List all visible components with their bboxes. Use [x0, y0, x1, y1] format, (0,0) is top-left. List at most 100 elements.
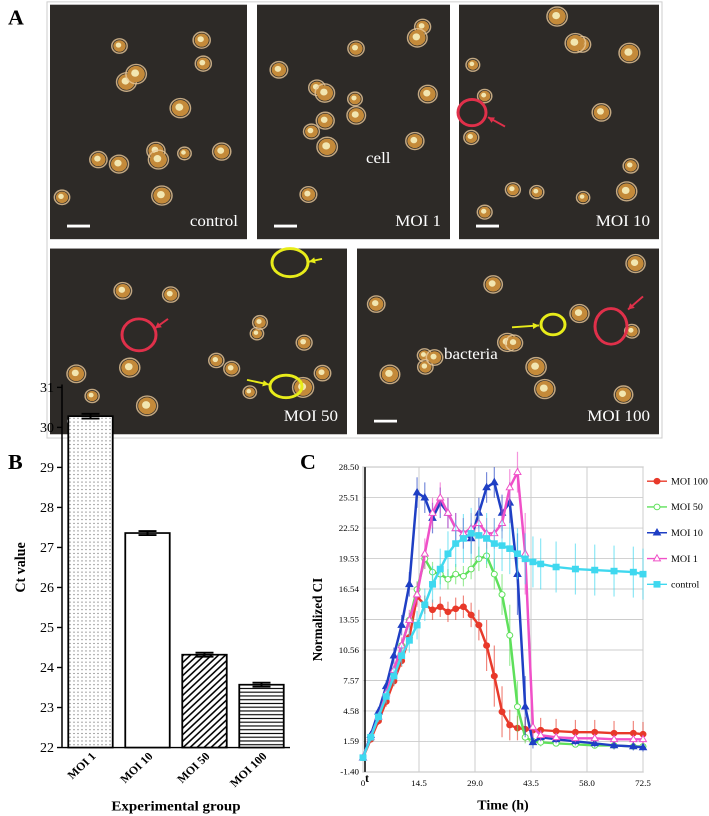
- legend-label: MOI 1: [671, 554, 698, 565]
- marker: [435, 492, 445, 501]
- annotation: t: [365, 773, 369, 786]
- cell-halo: [66, 364, 87, 384]
- arrow-head: [309, 257, 316, 264]
- marker: [444, 550, 452, 558]
- micrograph-label: MOI 1: [395, 212, 441, 230]
- y-tick-label: 28.50: [339, 462, 360, 472]
- arrow-head: [488, 117, 495, 123]
- x-tick-label: 0: [361, 778, 366, 788]
- cell-halo: [417, 84, 438, 104]
- x-tick-label: MOI 50: [175, 750, 213, 786]
- cell-halo: [564, 32, 587, 54]
- marker: [467, 611, 475, 619]
- marker: [420, 492, 430, 501]
- marker: [609, 734, 619, 743]
- y-tick-label: 4.58: [343, 706, 359, 716]
- cell-halo: [405, 131, 425, 151]
- marker: [459, 535, 467, 542]
- cell-halo: [366, 295, 386, 313]
- micrograph: [50, 248, 347, 435]
- cell-core: [157, 190, 165, 199]
- bar: [181, 653, 228, 749]
- y-tick-label: 31: [40, 380, 54, 395]
- cell-core: [488, 280, 496, 287]
- cell-halo: [406, 27, 428, 48]
- y-axis-label: Normalized CI: [310, 578, 325, 661]
- cell-halo: [295, 334, 313, 351]
- cell-halo: [161, 286, 180, 303]
- y-tick-label: 30: [40, 420, 54, 435]
- cell-halo: [302, 123, 321, 140]
- y-tick-label: 1.59: [343, 737, 359, 747]
- marker: [405, 637, 413, 644]
- cell-halo: [242, 385, 258, 400]
- cell-halo: [622, 158, 640, 174]
- cell-halo: [192, 31, 211, 49]
- cell-halo: [111, 38, 128, 54]
- cell-halo: [147, 149, 170, 170]
- y-tick-label: 19.53: [339, 554, 360, 564]
- marker: [528, 737, 538, 746]
- marker: [374, 713, 382, 721]
- cell-core: [322, 142, 331, 150]
- cell-halo: [249, 326, 265, 341]
- cell-halo: [108, 154, 130, 174]
- cell-core: [227, 365, 234, 371]
- micrograph-label: MOI 50: [284, 407, 338, 425]
- arrow-head: [262, 380, 269, 387]
- cell-core: [418, 23, 425, 29]
- legend-label: control: [671, 580, 700, 591]
- cell-halo: [591, 102, 612, 122]
- cell-halo: [625, 253, 646, 274]
- cell-halo: [379, 364, 401, 385]
- micrograph-label: control: [190, 212, 239, 230]
- legend-label: MOI 50: [671, 502, 703, 513]
- cell-core: [300, 338, 307, 345]
- cell-halo: [118, 357, 141, 378]
- marker: [513, 550, 521, 558]
- cell-halo: [125, 63, 148, 85]
- cell-halo: [113, 281, 133, 300]
- marker: [537, 560, 545, 568]
- marker: [452, 540, 460, 547]
- marker: [629, 734, 638, 743]
- y-tick-label: 28: [40, 501, 54, 516]
- cell-core: [114, 159, 122, 167]
- cell-core: [624, 48, 633, 56]
- micrograph-annotation: cell: [366, 149, 391, 167]
- cell-halo: [346, 106, 367, 125]
- marker: [653, 477, 661, 485]
- marker: [552, 563, 560, 571]
- cell-halo: [546, 6, 569, 27]
- panel-label: B: [8, 451, 23, 474]
- cell-halo: [84, 388, 100, 404]
- legend-label: MOI 10: [671, 528, 703, 539]
- marker: [490, 570, 498, 578]
- marker: [653, 503, 661, 511]
- marker: [520, 701, 530, 710]
- marker: [528, 722, 538, 730]
- marker: [610, 567, 618, 575]
- cell-core: [217, 147, 225, 154]
- x-tick-label: 43.5: [523, 778, 539, 788]
- cell-halo: [504, 182, 522, 198]
- cell-halo: [575, 190, 591, 205]
- marker: [571, 565, 579, 573]
- highlight-ring: [539, 312, 567, 337]
- cell-core: [212, 356, 219, 363]
- marker: [513, 703, 521, 710]
- cell-core: [410, 136, 418, 144]
- cell-halo: [347, 40, 365, 57]
- marker: [489, 477, 499, 486]
- marker: [467, 565, 475, 573]
- cell-core: [467, 134, 473, 140]
- highlight-ring: [593, 307, 629, 346]
- marker: [505, 482, 515, 491]
- cell-core: [619, 390, 626, 397]
- y-tick-label: 25.51: [339, 493, 359, 503]
- marker: [429, 606, 437, 614]
- error-bar: [81, 412, 100, 420]
- bar-chart: 22 23 24 25 26 27 28 29 30 31 Ct value Experimental…: [13, 380, 290, 814]
- cell-halo: [135, 395, 159, 417]
- marker: [521, 555, 529, 563]
